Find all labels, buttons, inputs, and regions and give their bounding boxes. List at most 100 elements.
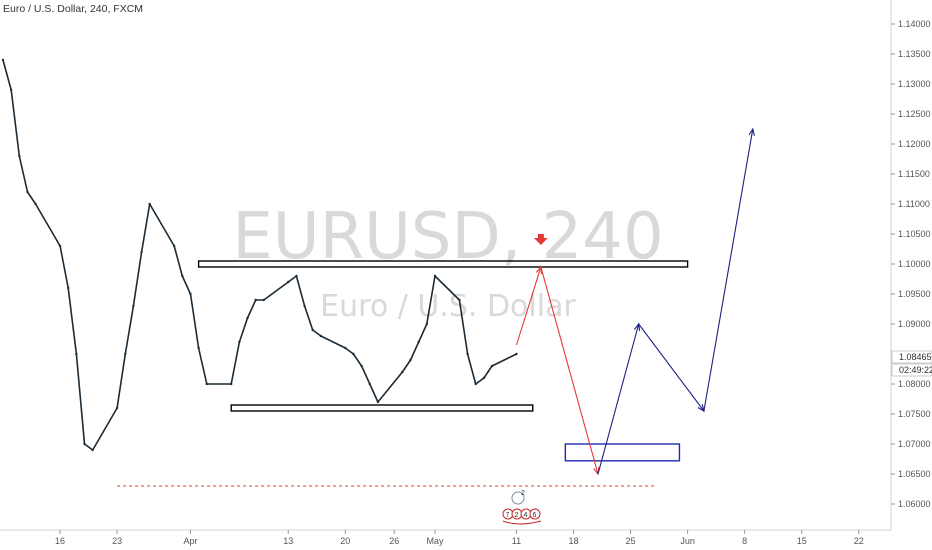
countdown-tag — [891, 363, 932, 377]
price-point — [262, 298, 265, 302]
price-tick-label: 1.12500 — [898, 109, 931, 119]
event-flag-count: 4 — [524, 512, 528, 519]
price-point — [474, 382, 477, 386]
price-point — [303, 304, 306, 308]
event-flag-count: 2 — [515, 512, 519, 519]
price-point — [482, 376, 486, 380]
time-tick-label: 13 — [283, 536, 293, 546]
price-point — [458, 298, 461, 302]
projection-up-path-arrowhead — [748, 127, 755, 136]
price-point — [197, 346, 200, 350]
price-scale[interactable]: 1.14000 1.13500 1.13000 1.12500 1.12000 1.115… — [891, 19, 931, 509]
symbol-title: Euro / U.S. Dollar, 240, FXCM — [3, 3, 144, 15]
event-flag-count: 6 — [533, 512, 537, 519]
price-tick-label: 1.10500 — [898, 229, 931, 239]
projection-up-path-arrowhead — [633, 322, 641, 332]
resistance-zone[interactable] — [197, 260, 689, 268]
last-price-label: 1.08465 — [899, 352, 932, 362]
last-price-tag — [891, 350, 932, 364]
price-tick-label: 1.06500 — [898, 469, 931, 479]
time-tick-label: 25 — [626, 536, 636, 546]
time-tick-label: 26 — [389, 536, 399, 546]
price-point — [344, 346, 347, 350]
time-tick-label: 11 — [512, 536, 521, 546]
projection-up-path-arrowhead — [697, 404, 705, 413]
price-point — [91, 448, 94, 452]
price-point — [140, 250, 143, 254]
plot-area[interactable] — [1, 58, 755, 487]
price-point — [75, 352, 78, 356]
projection-down-path-arrowhead — [535, 265, 543, 275]
price-point — [238, 340, 241, 344]
price-point — [172, 244, 176, 248]
event-flags-underline — [502, 520, 542, 525]
price-tick-label: 1.07500 — [898, 409, 931, 419]
countdown-label: 02:49:22 — [899, 365, 932, 375]
watermark: EURUSD, 240 Euro / U.S. Dollar — [232, 200, 663, 324]
event-badge-count: 2 — [521, 490, 525, 497]
price-point — [360, 364, 363, 368]
price-point — [132, 304, 135, 308]
price-tick-label: 1.13000 — [898, 79, 931, 89]
price-point — [433, 274, 437, 278]
price-tick-label: 1.09000 — [898, 319, 931, 329]
watermark-symbol: EURUSD, 240 — [232, 200, 663, 274]
price-point — [124, 352, 127, 356]
price-point — [9, 88, 13, 92]
price-point — [319, 334, 323, 338]
projection-up-path[interactable] — [597, 128, 754, 475]
price-point — [83, 442, 86, 446]
price-series-line[interactable] — [2, 59, 517, 451]
price-point — [376, 400, 380, 404]
price-labels: 1.08465 02:49:22 — [891, 350, 932, 377]
price-point — [490, 364, 494, 368]
price-point — [58, 244, 62, 248]
price-tick-label: 1.11000 — [898, 199, 930, 209]
price-point — [148, 202, 151, 206]
support-zone[interactable] — [230, 404, 534, 412]
price-tick-label: 1.12000 — [898, 139, 931, 149]
time-scale[interactable]: 16 23 Apr 13 20 26 May 11 18 25 Jun 8 15 22 — [55, 530, 864, 546]
price-point — [205, 382, 208, 386]
price-tick-label: 1.14000 — [898, 19, 931, 29]
price-point — [1, 58, 5, 62]
us-flag-icon[interactable] — [529, 508, 541, 520]
time-tick-label: 15 — [797, 536, 807, 546]
bearish-arrow-icon[interactable] — [533, 234, 548, 245]
price-point — [466, 352, 469, 356]
time-tick-label: 22 — [854, 536, 864, 546]
time-tick-label: Apr — [183, 536, 197, 546]
price-tick-label: 1.06000 — [898, 499, 931, 509]
event-badge[interactable] — [511, 491, 525, 505]
price-tick-label: 1.09500 — [898, 289, 931, 299]
price-point — [189, 292, 192, 296]
time-tick-label: Jun — [680, 536, 695, 546]
price-point — [417, 340, 420, 344]
time-tick-label: 20 — [340, 536, 350, 546]
price-point — [246, 316, 249, 320]
price-point — [67, 286, 70, 290]
time-tick-label: May — [426, 536, 444, 546]
target-zone[interactable] — [564, 443, 681, 462]
price-point — [515, 352, 518, 356]
price-tick-label: 1.11500 — [898, 169, 930, 179]
watermark-description: Euro / U.S. Dollar — [320, 289, 576, 324]
time-tick-label: 16 — [55, 536, 65, 546]
price-tick-label: 1.07000 — [898, 439, 931, 449]
price-point — [18, 154, 21, 158]
price-point — [311, 328, 314, 332]
time-tick-label: 18 — [568, 536, 578, 546]
price-point — [115, 406, 119, 410]
price-point — [181, 274, 184, 278]
price-point — [34, 202, 37, 206]
price-point — [368, 382, 371, 386]
price-point — [401, 370, 404, 374]
price-point — [254, 298, 257, 302]
price-tick-label: 1.10000 — [898, 259, 931, 269]
projection-down-path-arrowhead — [593, 466, 600, 476]
price-point — [26, 190, 29, 194]
price-point — [295, 274, 298, 278]
